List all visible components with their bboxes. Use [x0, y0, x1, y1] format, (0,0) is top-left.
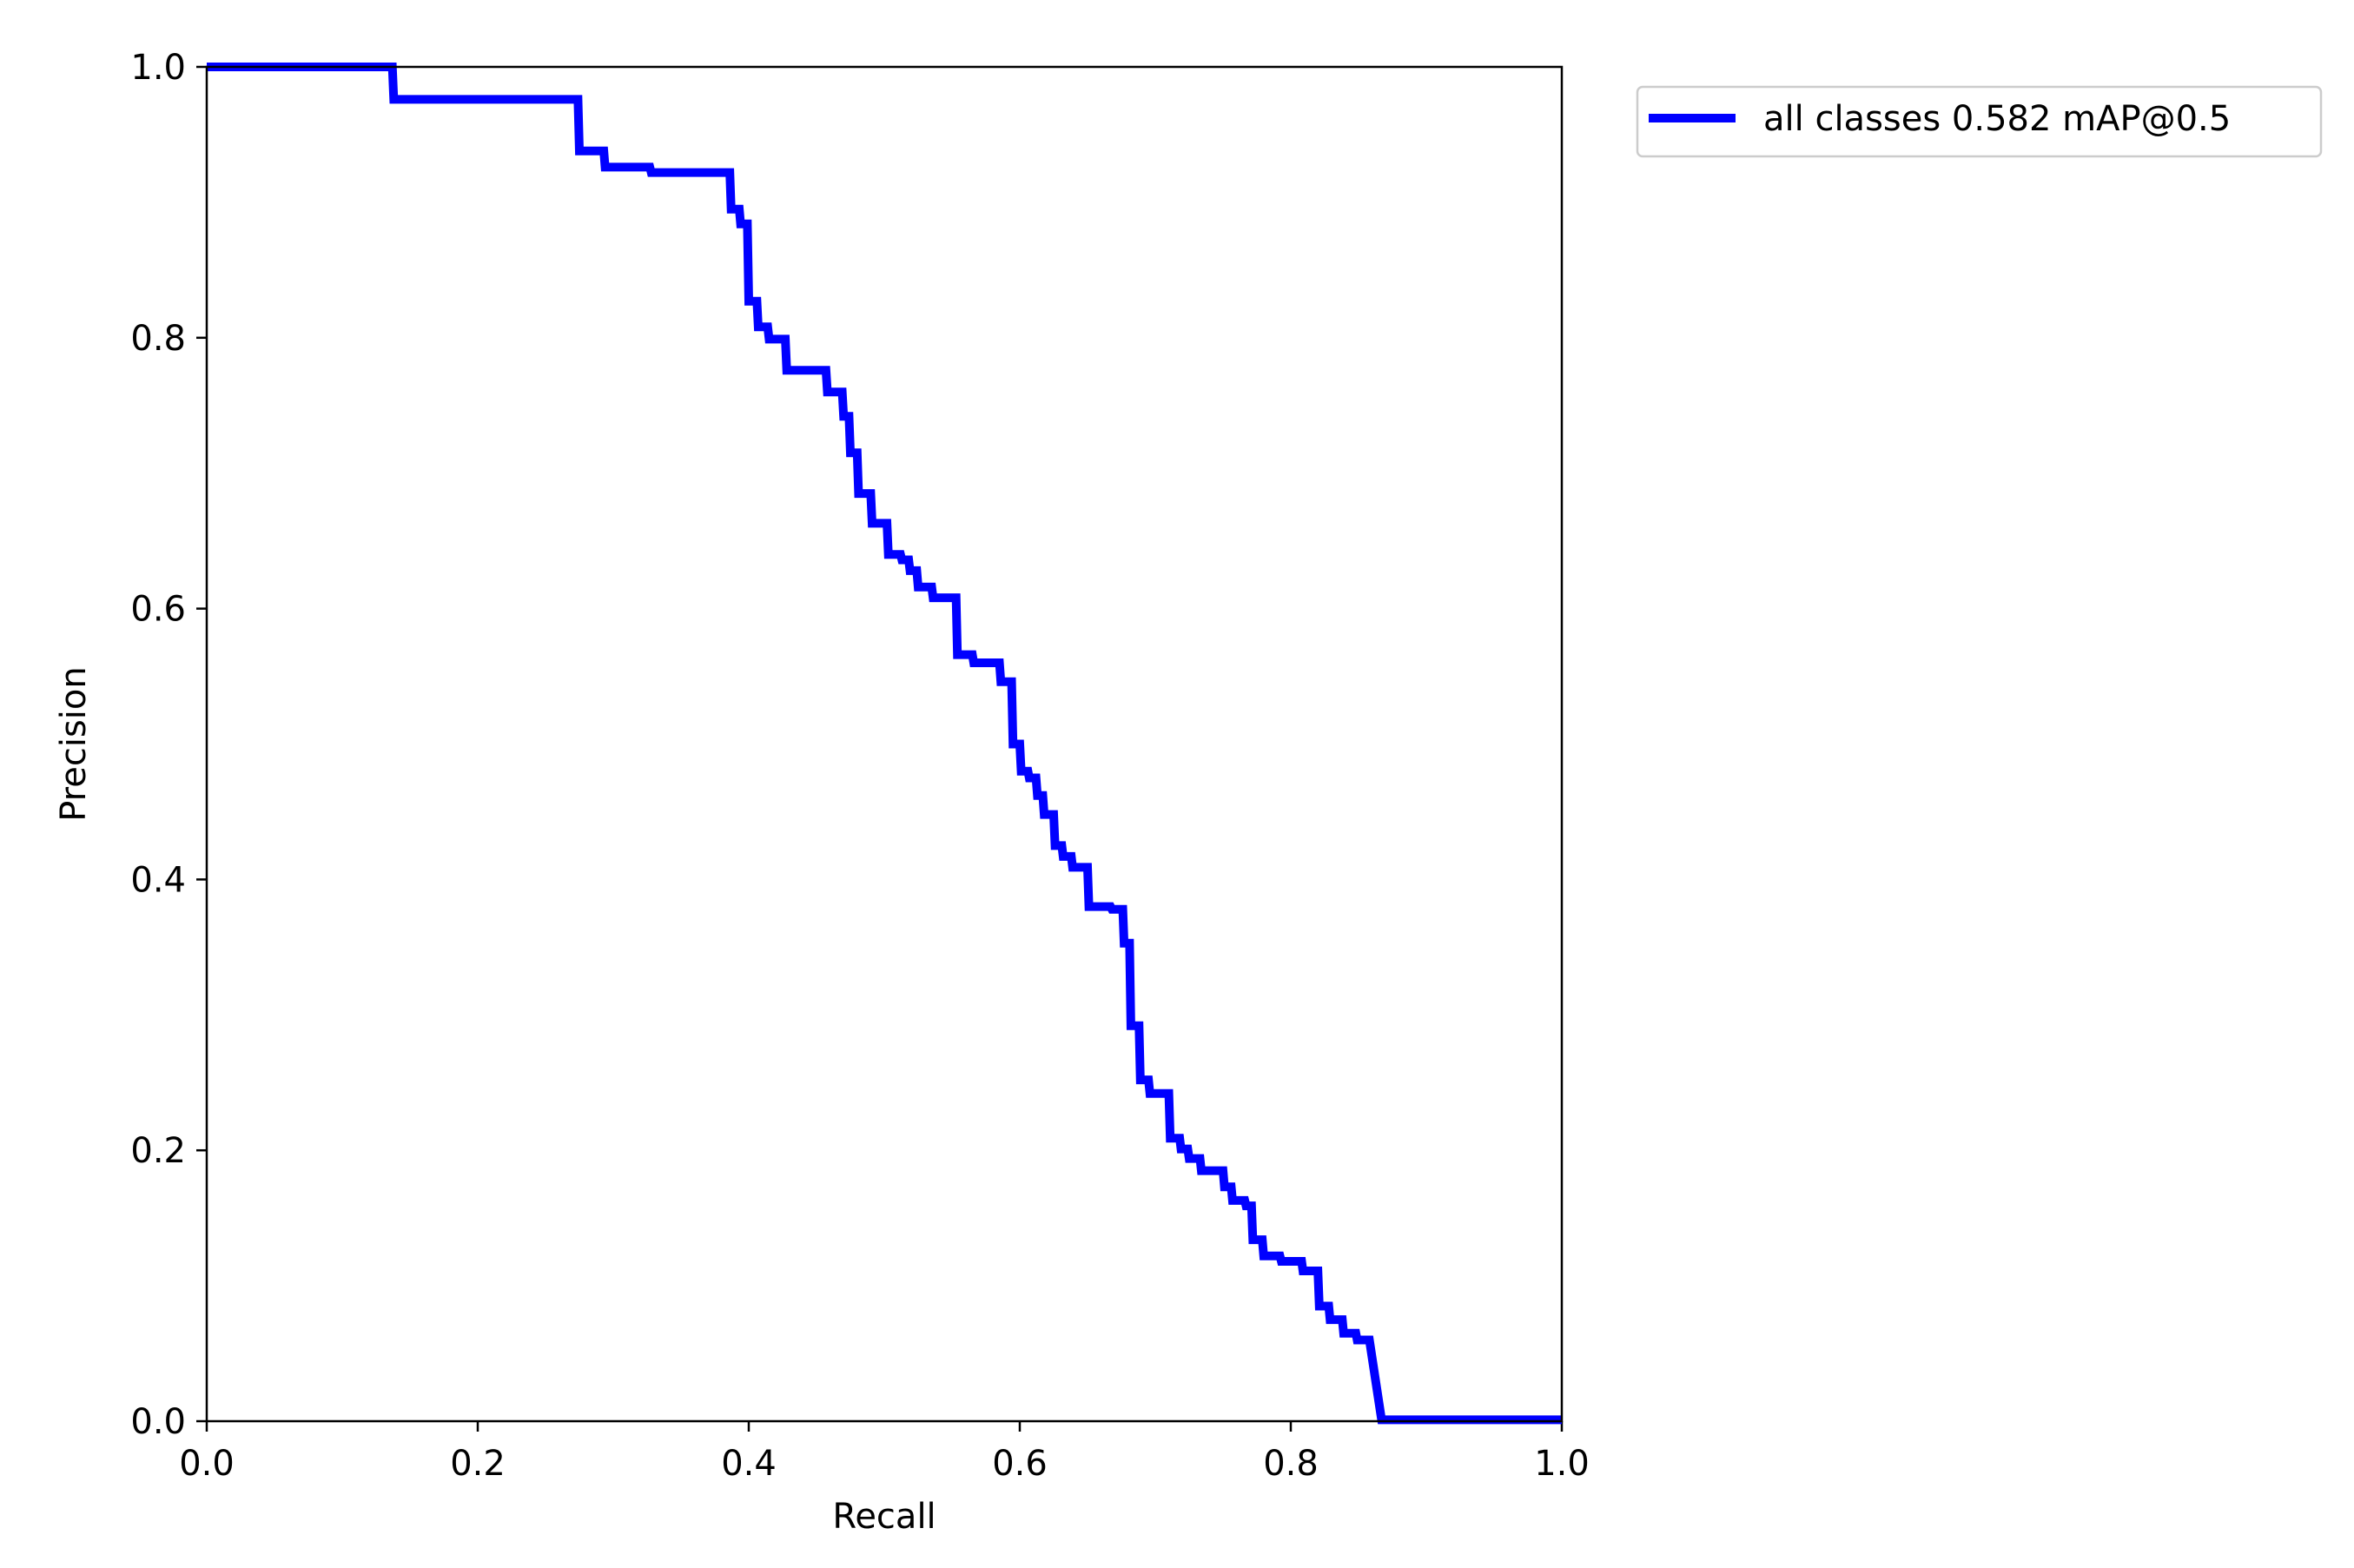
x-tick-label: 0.2	[450, 1444, 506, 1484]
x-tick-label: 0.4	[721, 1444, 777, 1484]
y-tick-label: 0.6	[130, 590, 186, 630]
series-line-0	[207, 63, 1562, 1425]
y-tick-label: 0.8	[130, 319, 186, 359]
legend: all classes 0.582 mAP@0.5	[1636, 85, 2323, 158]
x-axis: 0.0 0.2 0.4 0.6 0.8 1.0	[179, 1421, 1590, 1484]
y-tick-label: 0.2	[130, 1131, 186, 1171]
y-tick-label: 0.4	[130, 860, 186, 900]
x-tick-label: 0.0	[179, 1444, 235, 1484]
y-tick-label: 1.0	[130, 48, 186, 88]
y-axis: 0.0 0.2 0.4 0.6 0.8 1.0	[130, 48, 207, 1442]
x-tick-label: 0.8	[1263, 1444, 1319, 1484]
legend-label: all classes 0.582 mAP@0.5	[1763, 99, 2231, 139]
plot-area	[207, 67, 1562, 1421]
x-tick-label: 0.6	[992, 1444, 1048, 1484]
plot-frame	[205, 65, 1564, 1423]
y-tick-label: 0.0	[130, 1402, 186, 1442]
y-axis-label: Precision	[54, 666, 94, 821]
x-tick-label: 1.0	[1534, 1444, 1590, 1484]
legend-box	[1636, 85, 2323, 158]
x-axis-label: Recall	[832, 1497, 936, 1537]
series-layer	[207, 63, 1562, 1425]
